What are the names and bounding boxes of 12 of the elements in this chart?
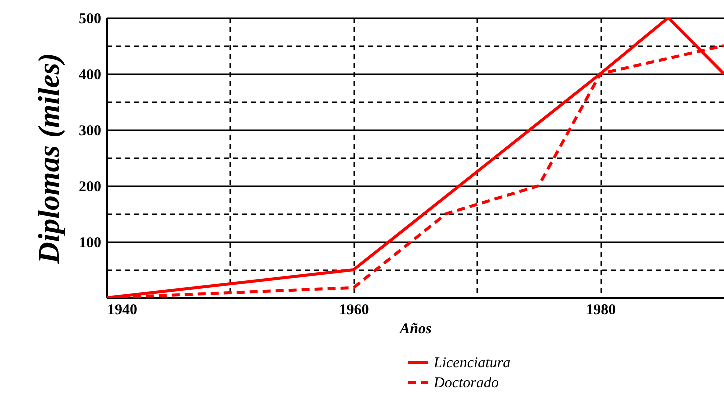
- x-tick-label: 1940: [108, 302, 138, 318]
- legend-label: Licenciatura: [433, 356, 511, 372]
- x-axis-title: Años: [399, 322, 432, 338]
- x-tick-label: 1980: [586, 302, 616, 318]
- y-tick-label: 400: [79, 68, 102, 84]
- legend-label: Doctorado: [433, 376, 500, 392]
- y-tick-label: 500: [79, 12, 102, 28]
- y-axis-title: Diplomas (miles): [33, 53, 66, 265]
- y-tick-label: 100: [79, 236, 102, 252]
- y-tick-label: 200: [79, 180, 102, 196]
- y-tick-label: 300: [79, 124, 102, 140]
- x-tick-label: 1960: [339, 302, 370, 318]
